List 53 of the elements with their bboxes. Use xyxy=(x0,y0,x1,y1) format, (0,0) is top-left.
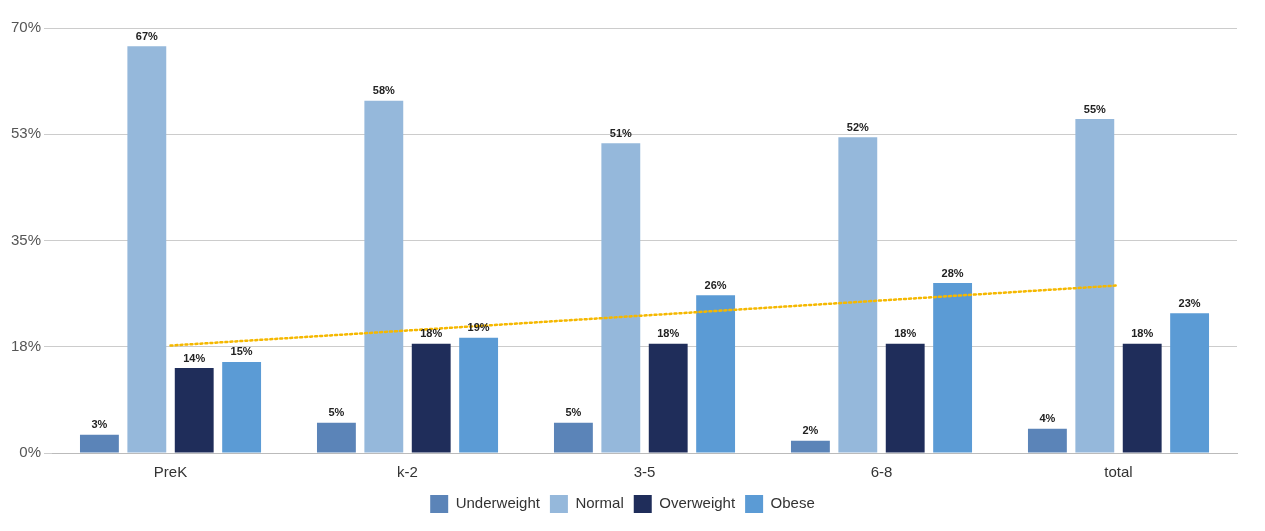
legend-label: Normal xyxy=(575,494,624,512)
bar xyxy=(1122,343,1162,453)
data-label: 2% xyxy=(802,424,819,437)
bar xyxy=(790,440,830,453)
data-label: 67% xyxy=(135,29,159,42)
x-tick-label: k-2 xyxy=(397,463,418,481)
bar xyxy=(1170,313,1210,453)
data-label: 55% xyxy=(1083,102,1107,115)
data-label: 4% xyxy=(1039,412,1056,425)
data-label: 18% xyxy=(1131,327,1154,340)
data-label: 28% xyxy=(941,266,964,279)
bar xyxy=(838,137,878,453)
legend-label: Underweight xyxy=(455,494,541,512)
y-tick-label: 18% xyxy=(10,336,42,354)
data-label: 26% xyxy=(704,278,727,291)
bar xyxy=(127,46,167,453)
data-label: 58% xyxy=(372,84,396,97)
data-label: 14% xyxy=(183,351,206,364)
x-tick-label: 6-8 xyxy=(870,463,893,481)
y-tick-label: 0% xyxy=(19,443,42,461)
bar xyxy=(364,100,404,453)
data-label: 5% xyxy=(328,406,345,419)
bar xyxy=(648,343,688,453)
data-label: 15% xyxy=(230,345,253,358)
bar xyxy=(885,343,925,453)
bar xyxy=(601,143,641,453)
bar xyxy=(553,422,593,453)
data-label: 52% xyxy=(846,120,870,133)
x-tick-label: 3-5 xyxy=(633,463,656,481)
data-label: 18% xyxy=(420,327,443,340)
data-label: 51% xyxy=(609,126,633,139)
data-label: 18% xyxy=(894,327,917,340)
bar xyxy=(316,422,356,453)
y-tick-label: 35% xyxy=(10,230,42,248)
x-tick-label: total xyxy=(1104,463,1133,481)
bar xyxy=(411,343,451,453)
bar xyxy=(459,337,499,453)
bar xyxy=(222,361,262,453)
data-label: 5% xyxy=(565,406,582,419)
bar xyxy=(696,295,736,453)
data-label: 18% xyxy=(657,327,680,340)
bar xyxy=(79,434,119,453)
data-label: 23% xyxy=(1178,296,1201,309)
data-label: 3% xyxy=(91,418,108,431)
y-tick-label: 70% xyxy=(10,18,42,36)
bar xyxy=(1027,428,1067,453)
y-tick-label: 53% xyxy=(10,124,42,142)
x-tick-label: PreK xyxy=(153,463,188,481)
legend-label: Obese xyxy=(770,494,815,512)
bar xyxy=(1075,119,1115,453)
bar xyxy=(933,283,973,453)
legend-label: Overweight xyxy=(659,494,736,512)
bar xyxy=(174,368,214,453)
